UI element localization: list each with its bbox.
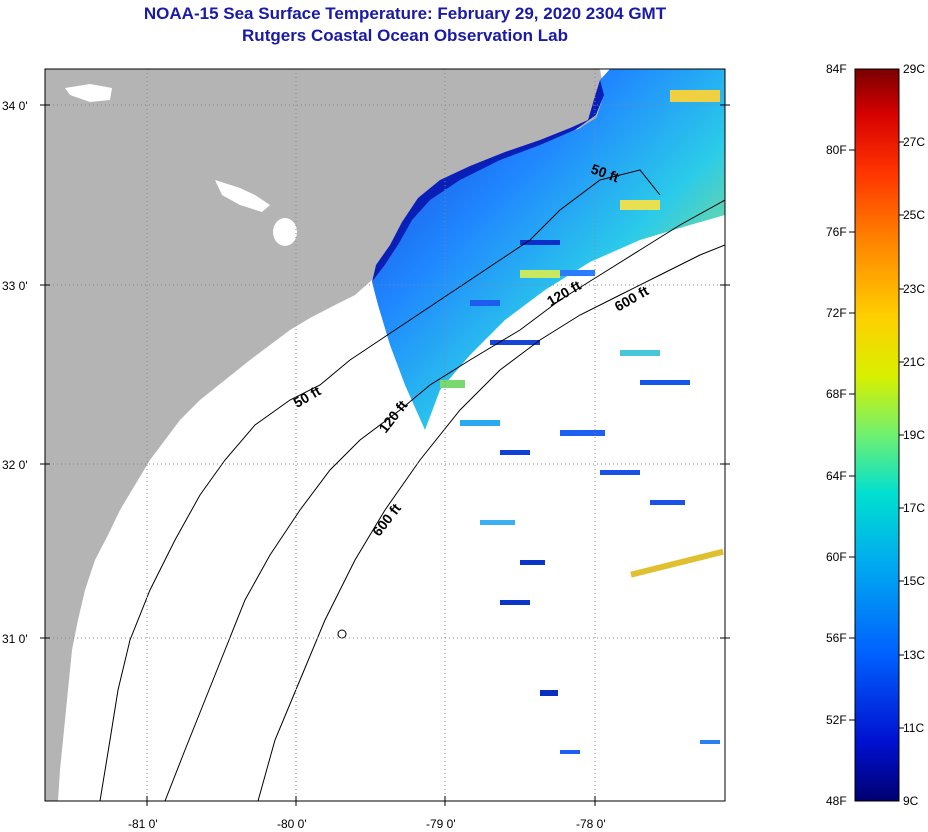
colorbar-c-labels: 29C 27C 25C 23C 21C 19C 17C 15C 13C 11C … xyxy=(903,62,925,808)
lon-label: -80 0' xyxy=(277,817,307,831)
isobath-600ft xyxy=(257,244,725,801)
colorbar-c-label: 19C xyxy=(903,428,925,442)
colorbar-f-label: 48F xyxy=(826,794,847,808)
sst-swath xyxy=(372,69,725,430)
lake xyxy=(215,180,270,212)
lon-label: -78 0' xyxy=(576,817,606,831)
colorbar-c-label: 15C xyxy=(903,574,925,588)
colorbar-f-label: 84F xyxy=(826,62,847,76)
colorbar-f-label: 52F xyxy=(826,713,847,727)
colorbar-f-label: 76F xyxy=(826,225,847,239)
colorbar-f-label: 60F xyxy=(826,550,847,564)
map-frame xyxy=(44,68,726,802)
colorbar-c-label: 9C xyxy=(903,794,919,808)
colorbar xyxy=(854,68,900,802)
map-subtitle: Rutgers Coastal Ocean Observation Lab xyxy=(242,26,568,45)
lat-label: 32 0' xyxy=(2,458,28,472)
lat-label: 34 0' xyxy=(2,99,28,113)
colorbar-c-label: 29C xyxy=(903,62,925,76)
colorbar-f-label: 56F xyxy=(826,631,847,645)
lon-label: -81 0' xyxy=(128,817,158,831)
lat-label: 33 0' xyxy=(2,279,28,293)
colorbar-c-label: 13C xyxy=(903,648,925,662)
colorbar-f-label: 68F xyxy=(826,387,847,401)
colorbar-f-labels: 84F 80F 76F 72F 68F 64F 60F 56F 52F 48F xyxy=(826,62,847,808)
isobath-50ft xyxy=(99,169,661,801)
sst-patches xyxy=(440,90,724,754)
colorbar-c-label: 27C xyxy=(903,135,925,149)
lon-label: -79 0' xyxy=(426,817,456,831)
colorbar-c-label: 25C xyxy=(903,208,925,222)
graticule xyxy=(45,69,725,801)
colorbar-c-label: 17C xyxy=(903,501,925,515)
isobath-120ft xyxy=(164,199,725,801)
colorbar-f-label: 80F xyxy=(826,143,847,157)
axis-ticks xyxy=(40,104,730,806)
colorbar-c-label: 21C xyxy=(903,355,925,369)
lat-label: 31 0' xyxy=(2,632,28,646)
colorbar-c-label: 23C xyxy=(903,282,925,296)
colorbar-ticks xyxy=(849,141,904,729)
colorbar-f-label: 64F xyxy=(826,469,847,483)
lake xyxy=(273,218,297,246)
land-mass xyxy=(45,69,602,801)
lake xyxy=(65,84,112,102)
map-title: NOAA-15 Sea Surface Temperature: Februar… xyxy=(143,4,667,23)
colorbar-c-label: 11C xyxy=(903,721,924,735)
colorbar-f-label: 72F xyxy=(826,306,847,320)
